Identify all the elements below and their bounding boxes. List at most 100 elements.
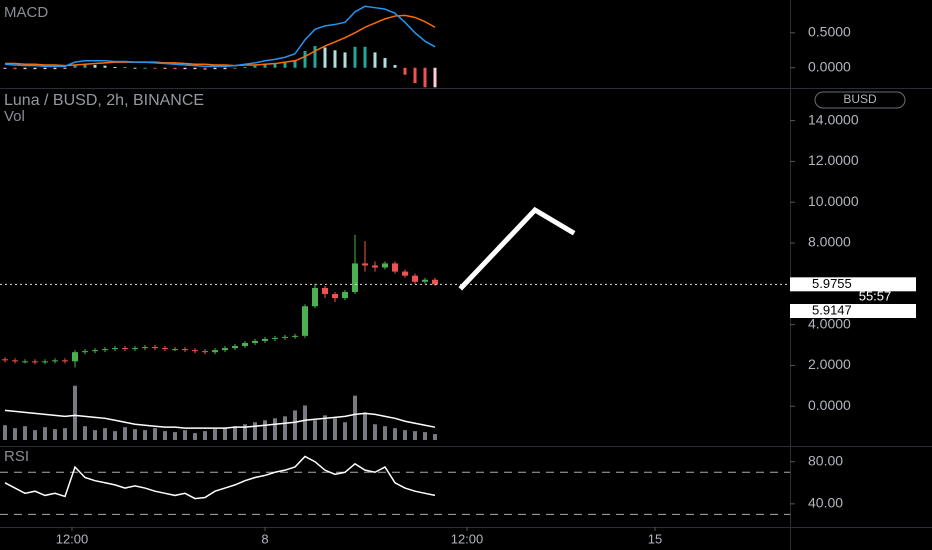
candle-body <box>392 263 398 272</box>
macd-histogram-bar <box>93 64 97 68</box>
signal-line <box>5 14 436 67</box>
volume-bar <box>243 424 247 440</box>
macd-title: MACD <box>4 4 48 21</box>
macd-histogram-bar <box>183 67 187 70</box>
macd-histogram-bar <box>333 50 337 68</box>
candle-body <box>282 336 288 338</box>
y-tick-label: 0.5000 <box>808 24 851 40</box>
macd-histogram-bar <box>423 67 427 88</box>
volume-bar <box>343 422 347 440</box>
volume-bar <box>263 420 267 440</box>
countdown: 55:57 <box>859 288 892 303</box>
volume-bar <box>13 428 17 440</box>
volume-bar <box>43 427 47 440</box>
x-tick-label: 12:00 <box>451 531 484 546</box>
candle-body <box>232 346 238 349</box>
y-tick-label: 0.0000 <box>808 58 851 74</box>
y-tick-label: 14.0000 <box>808 111 859 127</box>
candle-body <box>122 348 128 350</box>
volume-bar <box>103 428 107 440</box>
macd-histogram-bar <box>43 67 47 70</box>
volume-bar <box>213 429 217 440</box>
y-tick-label: 12.0000 <box>808 152 859 168</box>
candle-body <box>312 287 318 307</box>
macd-histogram-bar <box>373 52 377 68</box>
volume-bar <box>23 426 27 440</box>
y-tick-label: 40.00 <box>808 495 843 511</box>
y-tick-label: 2.0000 <box>808 356 851 372</box>
macd-histogram-bar <box>163 67 167 69</box>
volume-bar <box>93 430 97 440</box>
x-tick-label: 8 <box>261 531 268 546</box>
macd-histogram-bar <box>343 52 347 68</box>
candle-body <box>142 347 148 349</box>
macd-histogram-bar <box>173 67 177 70</box>
volume-bar <box>133 429 137 440</box>
y-tick-label: 80.00 <box>808 452 843 468</box>
annotation-arrow <box>458 206 576 291</box>
currency-badge[interactable] <box>814 91 906 109</box>
volume-bar <box>433 434 437 440</box>
last-price-label: 5.9755 <box>812 276 852 291</box>
candle-body <box>52 360 58 362</box>
candle-body <box>342 291 348 299</box>
last-price-box <box>790 277 916 292</box>
candle-body <box>242 342 248 347</box>
volume-bar <box>303 405 307 440</box>
volume-bar <box>233 426 237 440</box>
symbol-title: Luna / BUSD, 2h, BINANCE <box>4 92 204 109</box>
macd-histogram-bar <box>353 46 357 68</box>
volume-bar <box>113 431 117 440</box>
candle-body <box>362 263 368 266</box>
candle-body <box>382 263 388 268</box>
macd-histogram-bar <box>433 67 437 88</box>
macd-histogram-bar <box>213 67 217 70</box>
macd-histogram-bar <box>223 67 227 70</box>
volume-bar <box>323 415 327 440</box>
macd-histogram-bar <box>363 46 367 68</box>
candle-body <box>172 349 178 351</box>
volume-bar <box>423 432 427 440</box>
candle-body <box>22 361 28 363</box>
rsi-line <box>4 455 436 500</box>
candle-body <box>42 361 48 363</box>
macd-histogram-bar <box>193 67 197 70</box>
volume-ma-line <box>4 409 436 429</box>
countdown-box <box>790 290 916 304</box>
macd-histogram-bar <box>73 64 77 68</box>
macd-histogram-bar <box>283 62 287 68</box>
macd-histogram-bar <box>383 57 387 68</box>
candle-body <box>102 349 108 351</box>
volume-bar <box>33 430 37 440</box>
volume-bar <box>293 410 297 440</box>
candle-body <box>212 350 218 353</box>
volume-bar <box>383 426 387 440</box>
candle-body <box>112 348 118 350</box>
macd-histogram-bar <box>413 67 417 84</box>
volume-bar <box>83 426 87 440</box>
volume-bar <box>163 431 167 440</box>
macd-histogram-bar <box>403 67 407 75</box>
volume-bar <box>413 431 417 440</box>
macd-histogram-bar <box>323 47 327 68</box>
macd-histogram-bar <box>83 64 87 68</box>
volume-bar <box>153 428 157 440</box>
volume-bar <box>203 431 207 440</box>
candle-body <box>292 335 298 337</box>
macd-histogram-bar <box>103 65 107 68</box>
macd-histogram-bar <box>143 67 147 69</box>
candle-body <box>82 351 88 353</box>
volume-bar <box>283 416 287 440</box>
candle-body <box>62 360 68 362</box>
macd-histogram-bar <box>23 67 27 70</box>
y-tick-label: 0.0000 <box>808 397 851 413</box>
macd-histogram-bar <box>203 67 207 70</box>
candle-body <box>402 271 408 276</box>
macd-histogram-bar <box>113 67 117 69</box>
volume-bar <box>193 433 197 440</box>
candle-body <box>352 263 358 292</box>
prev-price-box <box>790 304 916 318</box>
